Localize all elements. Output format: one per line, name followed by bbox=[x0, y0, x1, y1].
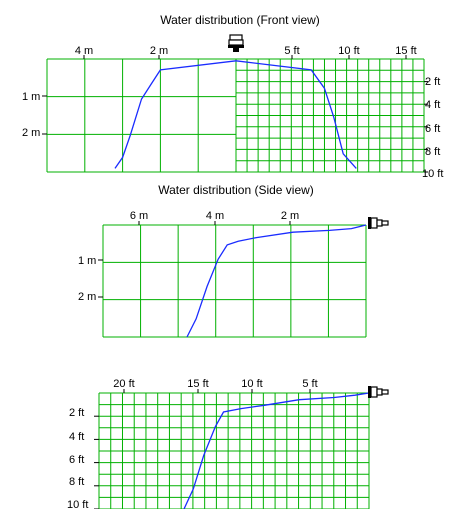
feet-y-tick-6ft: 6 ft bbox=[69, 454, 84, 466]
side-view-grid bbox=[98, 221, 367, 338]
front-x-tick-15ft: 15 ft bbox=[395, 45, 416, 57]
side-view-axis-labels: 6 m 4 m 2 m 1 m 2 m bbox=[78, 210, 299, 303]
front-y-tick-1m: 1 m bbox=[22, 91, 40, 103]
side-x-tick-4m: 4 m bbox=[206, 210, 224, 222]
feet-y-tick-8ft: 8 ft bbox=[69, 476, 84, 488]
front-y-tick-4ft: 4 ft bbox=[425, 99, 440, 111]
side-y-tick-1m: 1 m bbox=[78, 255, 96, 267]
side-view-title: Water distribution (Side view) bbox=[158, 183, 314, 197]
side-x-tick-6m: 6 m bbox=[130, 210, 148, 222]
feet-y-tick-4ft: 4 ft bbox=[69, 431, 84, 443]
side-x-tick-2m: 2 m bbox=[281, 210, 299, 222]
front-view-grid bbox=[42, 55, 428, 173]
feet-y-tick-2ft: 2 ft bbox=[69, 407, 84, 419]
sprinkler-nozzle-icon bbox=[228, 34, 244, 52]
front-x-tick-2m: 2 m bbox=[150, 45, 168, 57]
front-y-tick-10ft: 10 ft bbox=[422, 168, 443, 180]
side-view-feet-axis-labels: 20 ft 15 ft 10 ft 5 ft 2 ft 4 ft 6 ft 8 … bbox=[67, 378, 318, 509]
front-x-tick-5ft: 5 ft bbox=[284, 45, 299, 57]
feet-x-tick-10ft: 10 ft bbox=[241, 378, 262, 390]
feet-x-tick-20ft: 20 ft bbox=[113, 378, 134, 390]
side-view-feet-distribution-line bbox=[183, 392, 370, 509]
front-y-tick-2ft: 2 ft bbox=[425, 76, 440, 88]
side-view-feet-grid bbox=[94, 389, 370, 509]
feet-x-tick-5ft: 5 ft bbox=[302, 378, 317, 390]
front-view-distribution-line bbox=[114, 60, 357, 169]
front-y-tick-8ft: 8 ft bbox=[425, 146, 440, 158]
feet-y-tick-10ft: 10 ft bbox=[67, 499, 88, 509]
sprinkler-nozzle-side-icon bbox=[368, 217, 389, 229]
front-view-axis-labels: 4 m 2 m 5 ft 10 ft 15 ft 1 m 2 m 2 ft 4 … bbox=[22, 45, 443, 180]
sprinkler-nozzle-feet-icon bbox=[368, 386, 389, 398]
feet-x-tick-15ft: 15 ft bbox=[187, 378, 208, 390]
front-x-tick-10ft: 10 ft bbox=[338, 45, 359, 57]
front-y-tick-2m: 2 m bbox=[22, 127, 40, 139]
side-view-distribution-line bbox=[186, 224, 367, 338]
front-y-tick-6ft: 6 ft bbox=[425, 123, 440, 135]
front-view-title: Water distribution (Front view) bbox=[160, 13, 320, 27]
side-y-tick-2m: 2 m bbox=[78, 291, 96, 303]
front-x-tick-4m: 4 m bbox=[75, 45, 93, 57]
